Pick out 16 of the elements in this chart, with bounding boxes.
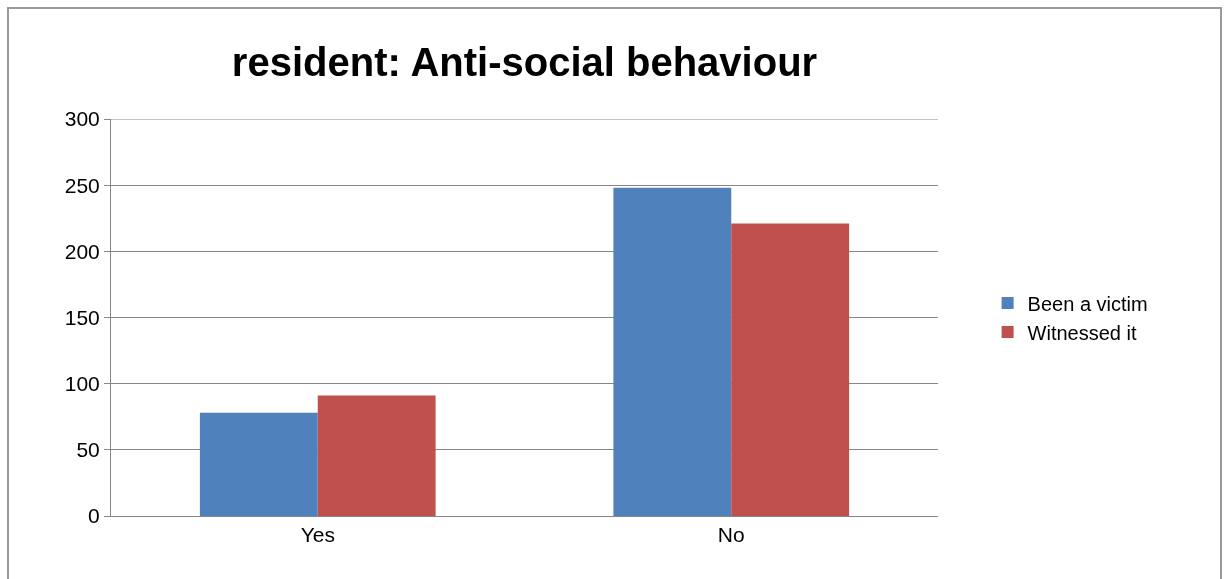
y-tick-label: 0 [88, 504, 100, 528]
x-tick-label: Yes [300, 523, 335, 547]
y-tick-label: 200 [64, 239, 100, 263]
y-tick-label: 300 [64, 107, 100, 131]
bar [199, 412, 318, 516]
y-tick-label: 100 [64, 372, 100, 396]
y-tick-label: 150 [64, 305, 100, 329]
x-tick-label: No [717, 523, 745, 547]
bar [613, 187, 732, 516]
y-tick-label: 50 [76, 438, 100, 462]
chart-title: resident: Anti-social behaviour [231, 40, 818, 84]
y-tick-label: 250 [64, 173, 100, 197]
legend-label: Been a victim [1027, 292, 1148, 315]
bar [731, 223, 850, 516]
legend-label: Witnessed it [1027, 321, 1137, 344]
bar [317, 395, 436, 516]
